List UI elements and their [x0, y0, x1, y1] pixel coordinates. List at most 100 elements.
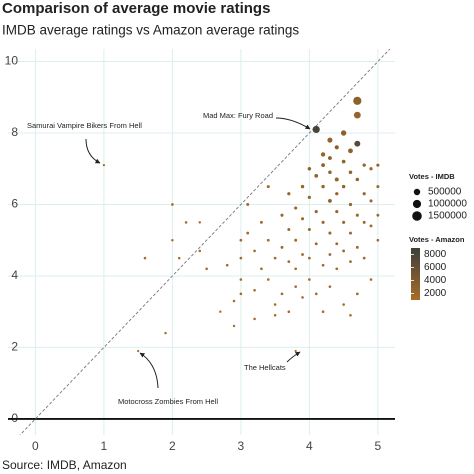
point [321, 263, 325, 267]
point [328, 253, 332, 256]
point [348, 202, 353, 207]
point [280, 292, 284, 296]
point [362, 220, 366, 224]
point [301, 253, 304, 256]
point [376, 213, 380, 217]
point [341, 184, 346, 189]
point [314, 292, 318, 296]
point [348, 231, 352, 235]
point [301, 296, 304, 299]
point [340, 130, 347, 136]
point [369, 167, 373, 171]
point [280, 245, 284, 249]
point [232, 324, 236, 328]
point [287, 192, 291, 196]
point [335, 242, 339, 246]
legend-label: 500000 [428, 187, 462, 198]
annotation-arrow [275, 117, 311, 130]
point [266, 238, 270, 242]
point [335, 267, 339, 271]
annotation-arrow [85, 138, 101, 164]
annotation-arrow [139, 352, 159, 389]
point [307, 166, 312, 171]
point [225, 263, 229, 267]
point [362, 192, 366, 196]
point [307, 195, 312, 199]
chart-subtitle: IMDB average ratings vs Amazon average r… [2, 23, 299, 38]
point [280, 213, 284, 217]
legend-label: 6000 [424, 262, 447, 273]
point [177, 256, 181, 260]
point [184, 221, 188, 224]
point [287, 228, 291, 231]
legend-size [412, 211, 422, 221]
legend-label: 8000 [424, 249, 447, 260]
point [294, 349, 297, 353]
point [314, 210, 318, 214]
point [362, 256, 366, 260]
point [246, 231, 250, 235]
point [376, 163, 380, 167]
point [273, 303, 277, 306]
annotation: Motocross Zombies From Hell [118, 397, 218, 406]
point [164, 331, 167, 335]
point [334, 177, 339, 182]
point [232, 299, 236, 303]
point [294, 267, 298, 271]
point [314, 174, 319, 178]
point [198, 249, 202, 253]
point [300, 184, 305, 189]
point [239, 238, 243, 242]
point [334, 145, 339, 150]
point [355, 213, 359, 217]
point [273, 313, 277, 317]
point [239, 278, 243, 281]
point [355, 245, 359, 249]
x-tick-label: 0 [32, 439, 39, 453]
point [355, 292, 359, 296]
point [307, 228, 311, 231]
point [314, 242, 318, 246]
point [348, 170, 353, 175]
color-bar [411, 248, 420, 300]
point [143, 256, 147, 260]
annotation: The Hellcats [244, 363, 286, 372]
point [253, 249, 256, 253]
point [137, 349, 140, 353]
point [102, 164, 106, 167]
chart-title: Comparison of average movie ratings [2, 0, 270, 17]
point [327, 156, 332, 160]
point [342, 303, 345, 306]
point [353, 96, 362, 105]
point [198, 221, 202, 224]
x-tick-label: 1 [101, 439, 108, 453]
legend-label: 1000000 [428, 199, 467, 210]
point [171, 238, 174, 242]
point [260, 220, 263, 224]
point [294, 238, 298, 242]
point [205, 267, 208, 271]
point [321, 310, 325, 313]
point [246, 203, 250, 206]
point [321, 163, 325, 168]
point [328, 231, 332, 235]
y-tick-label: 6 [11, 197, 18, 211]
legend-title: Votes - IMDB [409, 172, 455, 181]
point [353, 111, 361, 119]
source: Source: IMDB, Amazon [2, 458, 127, 472]
legend-label: 4000 [424, 275, 447, 286]
point [348, 148, 353, 154]
y-tick-label: 8 [11, 125, 18, 139]
point [239, 256, 243, 260]
point [342, 220, 346, 224]
point [312, 125, 320, 134]
point [362, 163, 366, 167]
point [219, 310, 222, 313]
point [253, 288, 256, 292]
point [335, 210, 339, 214]
point [308, 278, 311, 281]
point [327, 137, 333, 143]
point [300, 217, 305, 221]
plot-area [19, 49, 391, 435]
